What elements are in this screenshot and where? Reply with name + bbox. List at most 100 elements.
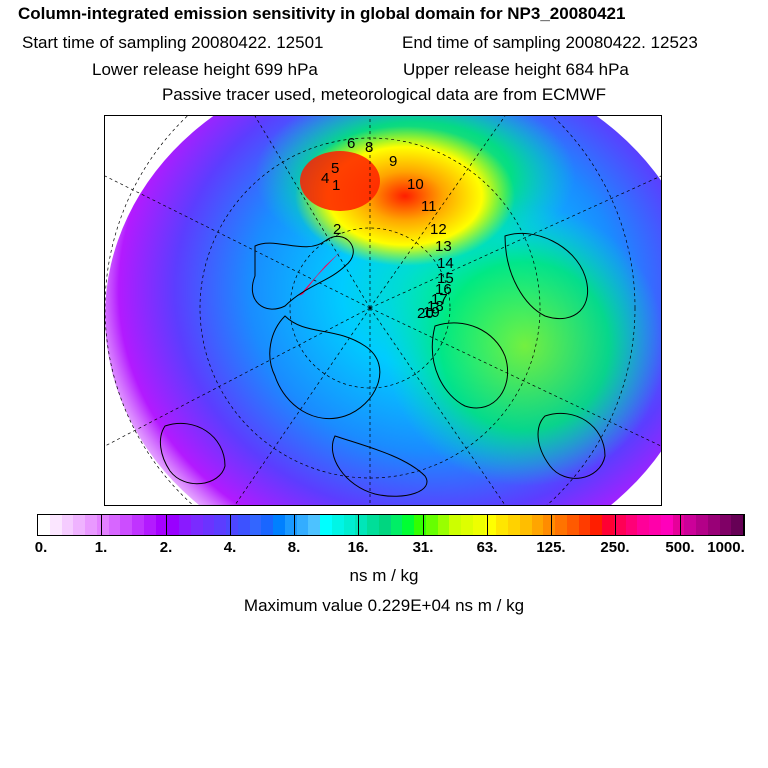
trajectory-label: 14 — [437, 255, 454, 272]
colorbar-cell — [284, 515, 297, 535]
colorbar-tick-label: 16. — [347, 539, 369, 556]
colorbar-tick-mark — [551, 514, 552, 536]
colorbar-tick-label: 125. — [536, 539, 566, 556]
colorbar-tick-mark — [487, 514, 488, 536]
colorbar-cell — [355, 515, 367, 535]
trajectory-label: 8 — [365, 139, 373, 156]
upper-release-height: Upper release height 684 hPa — [403, 60, 629, 79]
trajectory-label: 10 — [407, 176, 424, 193]
colorbar-cell — [296, 515, 309, 535]
colorbar-cell — [719, 515, 732, 535]
colorbar-cell — [390, 515, 403, 535]
colorbar-tick-label: 4. — [223, 539, 237, 556]
colorbar-cell — [555, 515, 567, 535]
colorbar-cell — [308, 515, 320, 535]
trajectory-label: 6 — [347, 135, 355, 152]
trajectory-label: 5 — [331, 160, 339, 177]
coastlines — [159, 232, 606, 497]
colorbar-cell — [214, 515, 226, 535]
colorbar-tick-label: 2. — [159, 539, 173, 556]
colorbar-cell — [132, 515, 144, 535]
colorbar-cell — [73, 515, 85, 535]
colorbar-cell — [38, 515, 50, 535]
colorbar-tick-mark — [615, 514, 616, 536]
start-time: Start time of sampling 20080422. 12501 — [22, 33, 324, 52]
trajectory-label: 17 — [431, 291, 448, 308]
colorbar-tick-label: 1. — [94, 539, 108, 556]
lower-release-height: Lower release height 699 hPa — [92, 60, 318, 79]
colorbar-cell — [249, 515, 262, 535]
colorbar-cell — [625, 515, 638, 535]
colorbar-cell — [378, 515, 391, 535]
trajectory-label: 19 — [423, 304, 440, 321]
colorbar-cell — [108, 515, 121, 535]
colorbar-cell — [519, 515, 532, 535]
colorbar-cell — [449, 515, 461, 535]
emission-sensitivity-map: 1 2 4 5 6 8 9 10 11 12 13 14 15 16 17 18… — [104, 115, 662, 506]
colorbar-cell — [707, 515, 720, 535]
colorbar-units: ns m / kg — [349, 566, 419, 585]
sampling-times-row: Start time of sampling 20080422. 12501 E… — [0, 33, 768, 55]
colorbar-cell — [414, 515, 426, 535]
colorbar-cell — [237, 515, 250, 535]
colorbar-tick-mark — [166, 514, 167, 536]
colorbar-tick-mark — [37, 514, 38, 536]
colorbar-cell — [49, 515, 62, 535]
colorbar-cell — [402, 515, 414, 535]
colorbar-tick-mark — [101, 514, 102, 536]
graticule — [105, 116, 661, 505]
trajectory-label: 11 — [421, 198, 437, 215]
colorbar-cell — [331, 515, 344, 535]
colorbar-cell — [202, 515, 215, 535]
trajectory-label: 4 — [321, 170, 329, 187]
trajectory-label: 2 — [333, 221, 341, 238]
trajectory-label: 9 — [389, 153, 397, 170]
colorbar-cell — [167, 515, 179, 535]
colorbar-cell — [120, 515, 132, 535]
colorbar-cell — [226, 515, 238, 535]
colorbar-cell — [343, 515, 356, 535]
colorbar-cell — [179, 515, 191, 535]
sensitivity-field — [105, 116, 661, 505]
colorbar-tick-label: 0. — [34, 539, 48, 556]
colorbar-tick-label: 63. — [476, 539, 498, 556]
colorbar-cell — [320, 515, 332, 535]
trajectory-label: 1 — [332, 177, 340, 194]
colorbar-cell — [543, 515, 555, 535]
trajectory-label: 20 — [417, 305, 434, 322]
map-canvas: 1 2 4 5 6 8 9 10 11 12 13 14 15 16 17 18… — [105, 116, 661, 505]
maximum-value: Maximum value 0.229E+04 ns m / kg — [243, 596, 525, 615]
colorbar-cell — [613, 515, 626, 535]
colorbar-cell — [143, 515, 156, 535]
plot-title: Column-integrated emission sensitivity i… — [18, 4, 626, 23]
trajectory-label: 16 — [435, 281, 452, 298]
colorbar-tick-mark — [230, 514, 231, 536]
trajectory-labels: 1 2 4 5 6 8 9 10 11 12 13 14 15 16 17 18… — [321, 135, 454, 322]
colorbar-cell — [696, 515, 708, 535]
colorbar-cell — [731, 515, 743, 535]
colorbar-cell — [190, 515, 203, 535]
colorbar-cell — [649, 515, 661, 535]
colorbar-tick-mark — [358, 514, 359, 536]
colorbar-tick-label: 500. — [665, 539, 695, 556]
colorbar-cell — [684, 515, 696, 535]
colorbar-cell — [578, 515, 591, 535]
colorbar-tick-mark — [423, 514, 424, 536]
colorbar-cell — [602, 515, 614, 535]
colorbar-cell — [155, 515, 168, 535]
colorbar-cell — [96, 515, 109, 535]
release-heights-row: Lower release height 699 hPa Upper relea… — [0, 60, 768, 82]
colorbar-cell — [508, 515, 520, 535]
colorbar-tick-mark — [680, 514, 681, 536]
colorbar-cell — [461, 515, 473, 535]
end-time: End time of sampling 20080422. 12523 — [402, 33, 698, 52]
trajectory-label: 12 — [430, 221, 447, 238]
colorbar-cell — [367, 515, 379, 535]
colorbar-cell — [566, 515, 579, 535]
colorbar-tick-mark — [294, 514, 295, 536]
colorbar-cell — [437, 515, 450, 535]
trajectory-label: 15 — [437, 270, 454, 287]
trajectory-label: 18 — [427, 298, 444, 315]
colorbar-tick-label: 1000. — [707, 539, 745, 556]
trajectory-label: 13 — [435, 238, 452, 255]
